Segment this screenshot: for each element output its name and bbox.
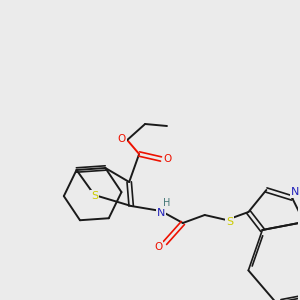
Text: H: H [163, 198, 171, 208]
Text: S: S [91, 191, 98, 201]
Text: O: O [154, 242, 162, 252]
Text: N: N [157, 208, 165, 218]
Text: N: N [291, 187, 299, 197]
Text: O: O [164, 154, 172, 164]
Text: S: S [226, 217, 233, 227]
Text: O: O [117, 134, 125, 144]
